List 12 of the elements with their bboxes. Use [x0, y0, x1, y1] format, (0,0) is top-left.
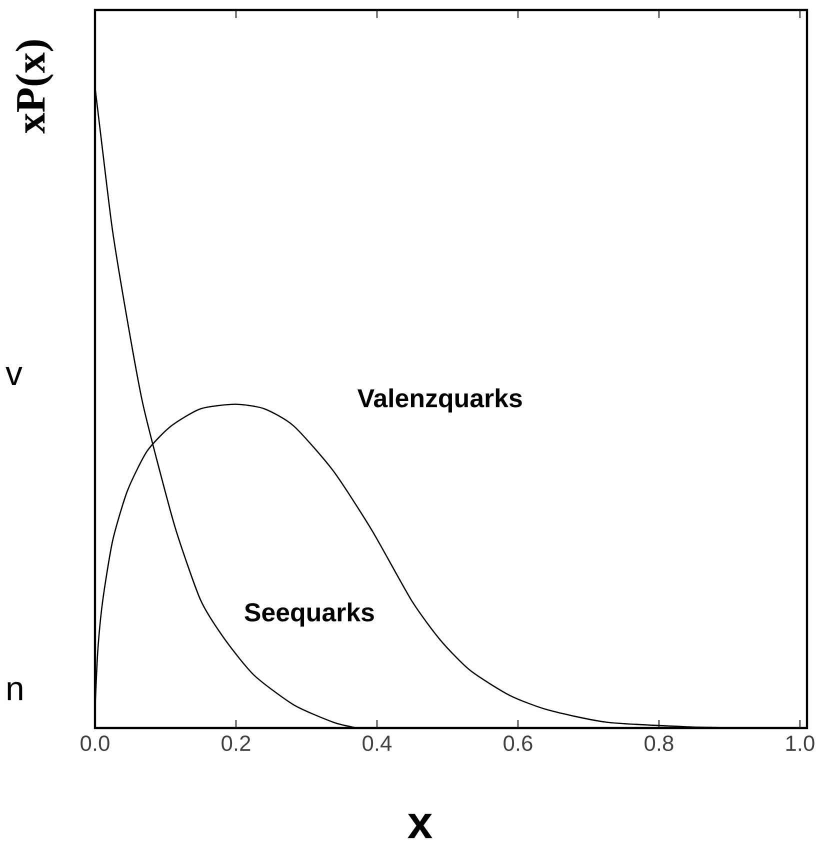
- text: n: [8, 682, 22, 700]
- text: v: [6, 367, 22, 385]
- series-label: Seequarks: [244, 602, 374, 627]
- x-tick-label: 0.0: [80, 736, 110, 752]
- x-tick-label: 1.0: [786, 736, 814, 752]
- x-axis-title: x: [408, 814, 432, 838]
- x-tick-label: 0.6: [504, 736, 532, 752]
- x-tick-label: 0.4: [362, 736, 392, 752]
- text: Valenzquarks: [357, 388, 522, 413]
- y-axis-title: xP(x): [16, 40, 54, 134]
- x-tick-label: 0.2: [222, 736, 250, 752]
- x-tick-label: 0.8: [644, 736, 674, 752]
